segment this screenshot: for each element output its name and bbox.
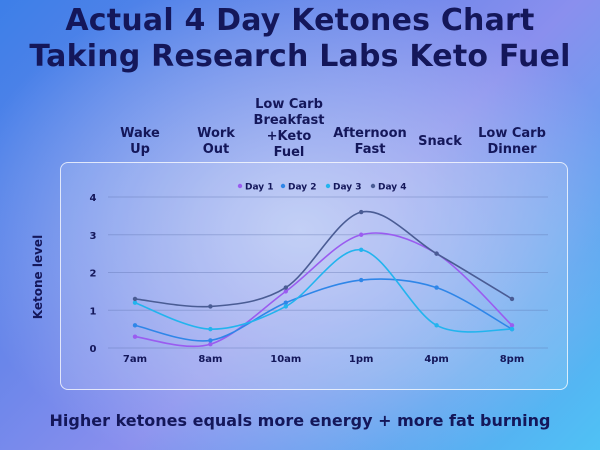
event-label-work-out: Work Out	[197, 126, 235, 157]
y-tick-label: 0	[90, 344, 97, 355]
data-point-day-4	[434, 251, 439, 256]
data-point-day-4	[359, 209, 364, 215]
data-point-day-3	[434, 323, 439, 328]
event-label-afternoon-fast: Afternoon Fast	[333, 126, 407, 157]
x-tick-label: 1pm	[349, 354, 374, 365]
x-tick-label: 7am	[123, 354, 147, 365]
footer-caption: Higher ketones equals more energy + more…	[49, 411, 551, 430]
y-tick-label: 1	[90, 306, 97, 317]
series-line-day-3	[134, 249, 513, 333]
data-point-day-3	[208, 326, 213, 332]
data-point-day-4	[208, 304, 213, 309]
legend-marker-day-1	[237, 183, 243, 189]
data-point-day-4	[283, 285, 288, 290]
legend-label-day-1: Day 1	[245, 183, 274, 193]
legend-label-day-3: Day 3	[333, 183, 362, 193]
legend-marker-day-3	[325, 183, 331, 189]
legend-label-day-2: Day 2	[288, 183, 317, 193]
data-point-day-1	[283, 289, 288, 294]
data-point-day-3	[283, 304, 288, 309]
event-label-snack: Snack	[418, 134, 462, 149]
event-label-low-carb-dinner: Low Carb Dinner	[478, 126, 546, 157]
data-point-day-1	[359, 232, 364, 237]
data-point-day-1	[509, 323, 515, 328]
data-point-day-2	[283, 300, 288, 305]
legend-marker-day-4	[370, 183, 376, 189]
data-point-day-3	[509, 326, 515, 332]
data-point-day-2	[132, 323, 138, 328]
data-point-day-4	[132, 296, 138, 302]
y-tick-label: 4	[90, 193, 97, 204]
series-line-day-1	[134, 232, 513, 348]
data-point-day-2	[208, 338, 213, 343]
data-point-day-1	[208, 342, 213, 347]
event-label-breakfast-keto-fuel: Low Carb Breakfast +Keto Fuel	[253, 97, 325, 160]
x-tick-label: 8pm	[500, 354, 525, 365]
data-point-day-1	[132, 334, 138, 339]
x-tick-label: 4pm	[424, 354, 449, 365]
data-point-day-2	[434, 285, 439, 290]
chart-title-line1: Actual 4 Day Ketones Chart	[65, 3, 535, 38]
y-tick-label: 2	[90, 269, 97, 280]
x-tick-label: 8am	[198, 354, 222, 365]
legend-marker-day-2	[280, 183, 286, 189]
y-tick-label: 3	[90, 231, 97, 242]
legend-label-day-4: Day 4	[378, 183, 407, 193]
data-point-day-3	[132, 300, 138, 305]
chart-title-line2: Taking Research Labs Keto Fuel	[29, 39, 571, 74]
series-line-day-2	[134, 278, 513, 342]
data-point-day-2	[359, 277, 364, 283]
event-label-wake-up: Wake Up	[120, 126, 160, 157]
x-tick-label: 10am	[270, 354, 301, 365]
chart-panel	[60, 162, 568, 390]
data-point-day-4	[509, 296, 515, 302]
data-point-day-3	[359, 247, 364, 253]
